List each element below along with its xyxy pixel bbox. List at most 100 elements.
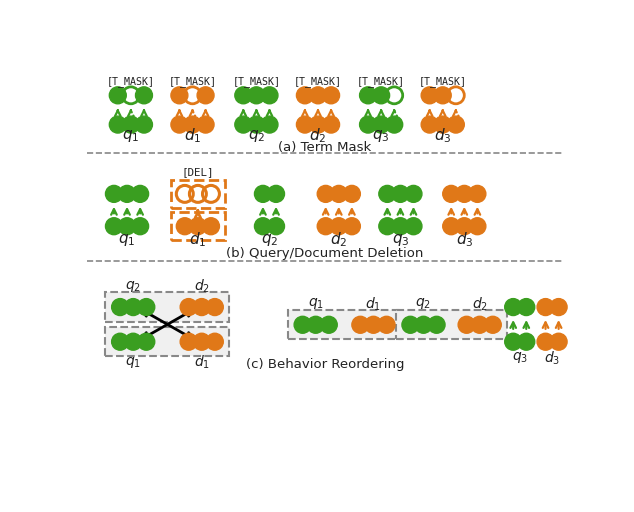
Text: $q_1$: $q_1$ bbox=[307, 296, 324, 311]
Circle shape bbox=[248, 87, 265, 104]
Circle shape bbox=[443, 185, 460, 202]
Text: (c) Behavior Reordering: (c) Behavior Reordering bbox=[245, 358, 404, 371]
Circle shape bbox=[309, 87, 327, 104]
Circle shape bbox=[180, 298, 197, 315]
Circle shape bbox=[428, 316, 445, 333]
Text: $d_2$: $d_2$ bbox=[330, 231, 347, 249]
Text: [T_MASK]: [T_MASK] bbox=[357, 76, 405, 87]
Circle shape bbox=[254, 185, 271, 202]
Circle shape bbox=[448, 116, 464, 133]
Circle shape bbox=[421, 116, 438, 133]
Circle shape bbox=[443, 218, 460, 234]
Circle shape bbox=[456, 185, 473, 202]
Circle shape bbox=[261, 116, 278, 133]
Circle shape bbox=[109, 87, 126, 104]
Text: $d_3$: $d_3$ bbox=[455, 231, 473, 249]
Circle shape bbox=[344, 185, 360, 202]
Circle shape bbox=[352, 316, 369, 333]
Circle shape bbox=[138, 298, 155, 315]
Circle shape bbox=[202, 218, 219, 234]
Circle shape bbox=[136, 116, 152, 133]
Circle shape bbox=[122, 116, 139, 133]
Text: [T_MASK]: [T_MASK] bbox=[418, 76, 467, 87]
Circle shape bbox=[268, 185, 285, 202]
Text: $d_3$: $d_3$ bbox=[544, 349, 560, 367]
Circle shape bbox=[112, 298, 129, 315]
Circle shape bbox=[317, 218, 334, 234]
Circle shape bbox=[171, 116, 188, 133]
Text: $d_2$: $d_2$ bbox=[309, 127, 327, 145]
FancyBboxPatch shape bbox=[288, 310, 401, 339]
Circle shape bbox=[248, 116, 265, 133]
Circle shape bbox=[125, 333, 141, 350]
Circle shape bbox=[112, 333, 129, 350]
Circle shape bbox=[537, 298, 554, 315]
Circle shape bbox=[505, 298, 522, 315]
Circle shape bbox=[378, 316, 395, 333]
Circle shape bbox=[109, 116, 126, 133]
Circle shape bbox=[359, 87, 377, 104]
Text: $q_3$: $q_3$ bbox=[372, 128, 390, 144]
Circle shape bbox=[297, 116, 313, 133]
Circle shape bbox=[373, 87, 390, 104]
Circle shape bbox=[344, 218, 360, 234]
Text: $q_1$: $q_1$ bbox=[119, 232, 136, 248]
Circle shape bbox=[119, 185, 136, 202]
Circle shape bbox=[469, 185, 486, 202]
Circle shape bbox=[105, 218, 122, 234]
FancyBboxPatch shape bbox=[105, 292, 230, 322]
Circle shape bbox=[505, 333, 522, 350]
Circle shape bbox=[518, 333, 534, 350]
Circle shape bbox=[261, 87, 278, 104]
Circle shape bbox=[471, 316, 488, 333]
Circle shape bbox=[379, 185, 396, 202]
Circle shape bbox=[385, 116, 403, 133]
Text: [T_MASK]: [T_MASK] bbox=[233, 76, 280, 87]
Circle shape bbox=[176, 218, 193, 234]
Circle shape bbox=[317, 185, 334, 202]
Circle shape bbox=[268, 218, 285, 234]
Circle shape bbox=[119, 218, 136, 234]
Circle shape bbox=[484, 316, 501, 333]
Circle shape bbox=[415, 316, 432, 333]
Circle shape bbox=[379, 218, 396, 234]
Text: $d_2$: $d_2$ bbox=[472, 295, 488, 313]
Circle shape bbox=[193, 333, 210, 350]
Text: (a) Term Mask: (a) Term Mask bbox=[278, 141, 372, 154]
Text: $d_1$: $d_1$ bbox=[194, 354, 210, 371]
Circle shape bbox=[206, 333, 223, 350]
Text: [T_MASK]: [T_MASK] bbox=[107, 76, 155, 87]
Text: $d_1$: $d_1$ bbox=[189, 231, 207, 249]
Circle shape bbox=[405, 218, 422, 234]
Circle shape bbox=[392, 218, 409, 234]
Circle shape bbox=[392, 185, 409, 202]
Circle shape bbox=[537, 333, 554, 350]
Text: [DEL]: [DEL] bbox=[181, 167, 214, 177]
FancyBboxPatch shape bbox=[105, 327, 230, 356]
Circle shape bbox=[405, 185, 422, 202]
Circle shape bbox=[254, 218, 271, 234]
Circle shape bbox=[456, 218, 473, 234]
Circle shape bbox=[197, 116, 214, 133]
Text: [T_MASK]: [T_MASK] bbox=[169, 76, 216, 87]
Circle shape bbox=[434, 116, 451, 133]
Circle shape bbox=[365, 316, 382, 333]
Circle shape bbox=[171, 87, 188, 104]
Text: $q_3$: $q_3$ bbox=[512, 350, 528, 366]
Circle shape bbox=[235, 87, 252, 104]
Circle shape bbox=[373, 116, 390, 133]
Circle shape bbox=[206, 298, 223, 315]
Text: $q_2$: $q_2$ bbox=[125, 279, 141, 294]
Text: (b) Query/Document Deletion: (b) Query/Document Deletion bbox=[226, 247, 424, 261]
Circle shape bbox=[197, 87, 214, 104]
Circle shape bbox=[180, 333, 197, 350]
Text: $q_1$: $q_1$ bbox=[122, 128, 139, 144]
Circle shape bbox=[125, 298, 141, 315]
Circle shape bbox=[330, 218, 347, 234]
Circle shape bbox=[136, 87, 152, 104]
Circle shape bbox=[518, 298, 534, 315]
Text: $q_3$: $q_3$ bbox=[392, 232, 409, 248]
Circle shape bbox=[132, 185, 148, 202]
Circle shape bbox=[307, 316, 324, 333]
Circle shape bbox=[235, 116, 252, 133]
